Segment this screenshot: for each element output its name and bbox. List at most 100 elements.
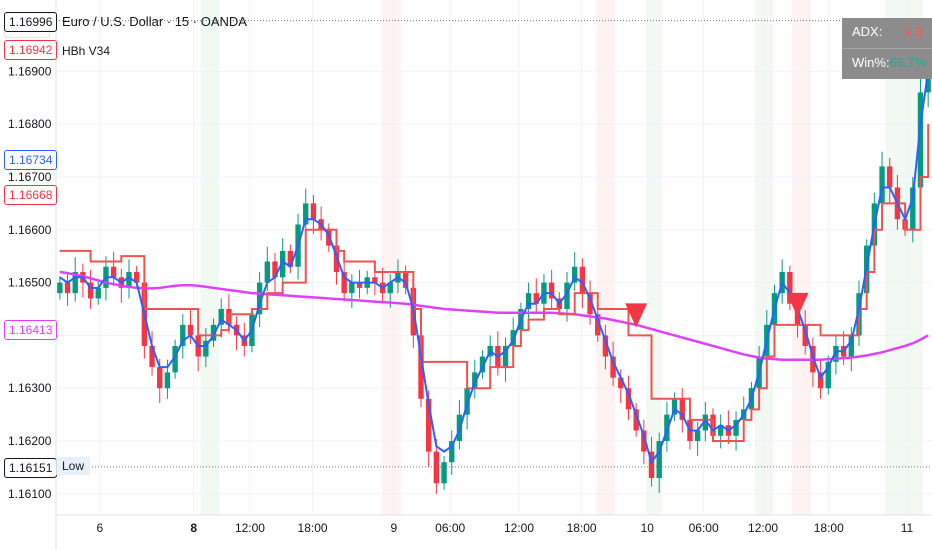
candle-body: [917, 92, 924, 188]
price-tag: 1.16734: [4, 149, 58, 170]
candle-body: [279, 250, 286, 278]
candle-body: [733, 419, 739, 436]
candle-body: [287, 250, 294, 267]
candle-body: [610, 356, 616, 378]
candle-body: [787, 272, 793, 304]
time-tick-label: 12:00: [235, 521, 265, 535]
price-tag: 1.16942: [4, 40, 58, 61]
session-band: [382, 0, 401, 515]
time-tick-label: 10: [641, 521, 655, 535]
candle-body: [87, 282, 94, 299]
candle-body: [387, 282, 393, 294]
time-tick-label: 12:00: [748, 521, 778, 535]
price-tick-label: 1.16500: [8, 276, 52, 290]
time-tick-label: 12:00: [504, 521, 534, 535]
indicator-lines: [59, 71, 930, 465]
candle-body: [272, 261, 278, 278]
sell-signals: [625, 292, 809, 328]
win-row: Win%: 66.7%: [842, 48, 932, 79]
candle-body: [133, 272, 140, 283]
candle-body: [702, 414, 709, 431]
trail-line: [59, 124, 930, 443]
candle-body: [218, 309, 224, 325]
time-axis[interactable]: 6 8 12:00 18:00 9 06:00 12:00 18:00 10 06:00 12:00…: [56, 514, 932, 535]
candle-body: [802, 324, 808, 346]
session-band: [200, 0, 220, 515]
candle-body: [625, 388, 632, 410]
candle-body: [72, 272, 78, 294]
candle-body: [618, 377, 624, 389]
candle-body: [502, 345, 509, 368]
price-tick-label: 1.16600: [8, 223, 52, 237]
candle-body: [310, 203, 317, 220]
candle-body: [402, 272, 409, 288]
candle-body: [848, 335, 855, 357]
indicator-name[interactable]: HBh V34: [62, 44, 111, 58]
session-band: [792, 0, 811, 515]
candle-body: [433, 451, 440, 484]
adx-label: ADX:: [852, 24, 883, 39]
time-tick-label: 9: [391, 521, 398, 535]
candle-body: [164, 372, 171, 389]
chart-title: Euro / U.S. Dollar · 15 · OANDA: [62, 14, 247, 29]
candle-body: [525, 293, 532, 309]
candle-body: [210, 324, 217, 341]
candle-body: [579, 266, 586, 294]
win-label: Win%:: [852, 55, 890, 70]
price-tag: 1.16413: [4, 319, 58, 340]
candle-body: [372, 277, 378, 283]
price-tick-label: 1.16100: [8, 487, 52, 501]
candle-body: [203, 340, 209, 357]
candle-body: [449, 441, 455, 463]
candle-body: [694, 430, 701, 442]
session-band: [885, 0, 923, 515]
candle-body: [656, 441, 662, 479]
candle-body: [910, 187, 916, 230]
candle-body: [595, 314, 601, 336]
candle-body: [633, 409, 639, 431]
time-tick-label: 18:00: [567, 521, 597, 535]
candle-body: [825, 361, 831, 389]
candle-body: [602, 335, 609, 357]
price-tick-label: 1.16200: [8, 434, 52, 448]
price-tag: 1.16668: [4, 184, 58, 205]
candle-body: [172, 345, 178, 373]
candle-body: [587, 293, 593, 315]
candle-body: [671, 398, 678, 415]
candle-body: [571, 266, 578, 283]
candle-body: [356, 282, 363, 288]
time-tick-label: 18:00: [298, 521, 328, 535]
price-tag: 1.16151: [4, 457, 58, 478]
candle-body: [564, 282, 570, 309]
time-tick-label: 18:00: [814, 521, 844, 535]
candle-body: [679, 398, 685, 420]
candle-body: [149, 345, 155, 368]
price-tick-label: 1.16700: [8, 170, 52, 184]
candle-body: [479, 356, 486, 373]
time-tick-label: 06:00: [435, 521, 465, 535]
grid-lines: [56, 0, 932, 515]
adx-row: ADX: 9.3: [842, 18, 932, 48]
fast-line: [59, 71, 930, 465]
candle-body: [817, 372, 824, 389]
session-band: [596, 0, 616, 515]
sell-signal-triangle: [625, 303, 648, 328]
candle-body: [110, 266, 117, 278]
low-label: Low: [56, 457, 91, 475]
win-value: 66.7%: [889, 55, 927, 70]
price-axis[interactable]: 1.169001.168001.167001.166001.165001.164…: [8, 0, 57, 550]
candle-body: [349, 282, 355, 294]
candle-body: [256, 282, 263, 315]
candle-body: [341, 272, 347, 294]
stats-table: ADX: 9.3 Win%: 66.7%: [842, 18, 932, 79]
candle-body: [126, 272, 132, 288]
candle-body: [648, 451, 655, 479]
ma-line: [59, 270, 929, 361]
price-tick-label: 1.16900: [8, 64, 52, 78]
time-tick-label: 8: [190, 521, 197, 535]
candle-body: [472, 372, 478, 389]
price-tick-label: 1.16800: [8, 117, 52, 131]
session-bands: [200, 0, 923, 515]
horizontal-lines: [56, 20, 932, 468]
